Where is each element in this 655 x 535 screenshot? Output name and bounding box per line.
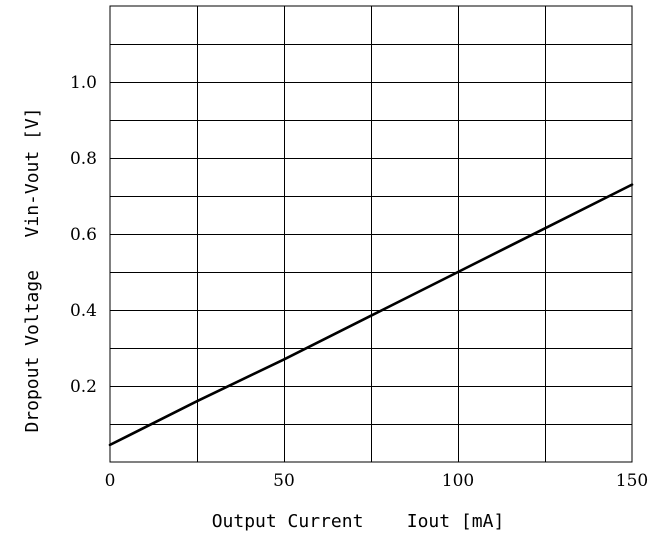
- y-axis-label: Dropout Voltage Vin-Vout [V]: [22, 107, 43, 432]
- grid-layer: [110, 6, 632, 462]
- y-tick-label: 0.8: [70, 149, 97, 169]
- x-axis-label: Output Current Iout [mA]: [212, 511, 505, 532]
- y-tick-label: 0.6: [70, 225, 97, 245]
- series-line-1: [108, 183, 634, 447]
- y-tick-label: 1.0: [70, 73, 97, 93]
- x-tick-label: 150: [616, 471, 648, 491]
- series-layer: [108, 183, 634, 447]
- tick-label-layer: 0 50 100 150 0.2 0.4 0.6 0.8 1.0: [70, 73, 648, 491]
- plot-frame: [109, 5, 633, 463]
- x-tick-label: 100: [442, 471, 474, 491]
- y-tick-label: 0.4: [70, 301, 97, 321]
- y-tick-label: 0.2: [70, 377, 97, 397]
- x-tick-label: 0: [105, 471, 116, 491]
- x-tick-label: 50: [273, 471, 295, 491]
